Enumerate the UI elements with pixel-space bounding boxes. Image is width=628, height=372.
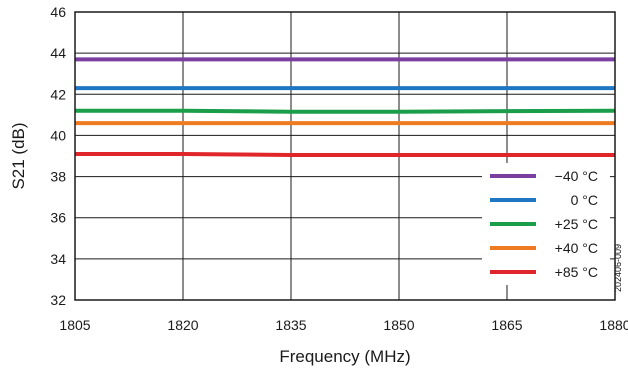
y-tick-label: 38 <box>50 169 66 185</box>
y-tick-label: 32 <box>50 292 66 308</box>
y-tick-label: 34 <box>50 251 66 267</box>
legend-label: −40 °C <box>555 168 598 184</box>
y-tick-labels: 32 34 36 38 40 42 44 46 <box>50 4 66 308</box>
y-tick-label: 42 <box>50 86 66 102</box>
y-axis-label: S21 (dB) <box>9 122 28 189</box>
legend: −40 °C 0 °C +25 °C +40 °C +85 °C <box>482 163 610 285</box>
legend-label: 0 °C <box>571 192 598 208</box>
x-tick-labels: 1805 1820 1835 1850 1865 1880 <box>59 317 628 333</box>
x-tick-label: 1835 <box>275 317 306 333</box>
x-axis-label: Frequency (MHz) <box>279 347 410 366</box>
y-tick-label: 46 <box>50 4 66 20</box>
x-tick-label: 1865 <box>491 317 522 333</box>
y-tick-label: 36 <box>50 210 66 226</box>
x-tick-label: 1820 <box>167 317 198 333</box>
x-tick-label: 1880 <box>599 317 628 333</box>
figure-id: 202406-009 <box>613 244 623 292</box>
x-tick-label: 1850 <box>383 317 414 333</box>
legend-label: +40 °C <box>555 240 598 256</box>
y-tick-label: 40 <box>50 127 66 143</box>
series-line <box>75 151 615 157</box>
x-tick-label: 1805 <box>59 317 90 333</box>
y-tick-label: 44 <box>50 45 66 61</box>
series-line <box>75 108 616 114</box>
legend-label: +85 °C <box>555 264 598 280</box>
series-lines <box>75 57 616 157</box>
plot-frame <box>74 11 616 301</box>
legend-label: +25 °C <box>555 216 598 232</box>
